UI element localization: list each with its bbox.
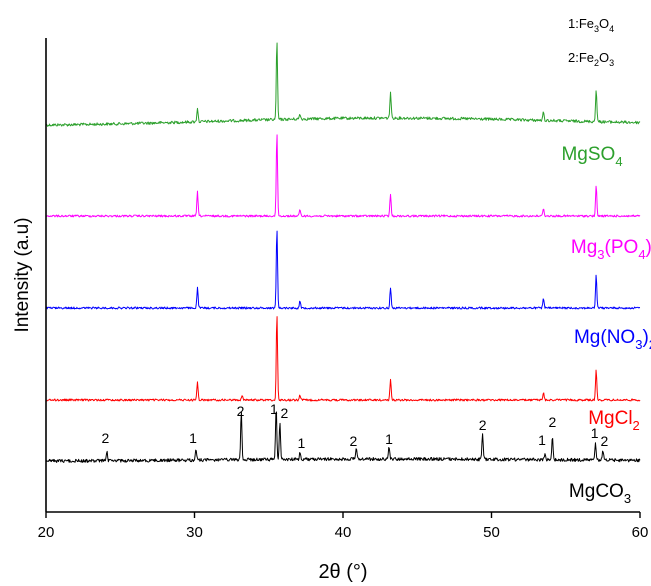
series-label-mg-no3-2-part: 2 xyxy=(649,337,651,352)
legend-entry-fe2o3-part: 2:Fe xyxy=(568,50,594,65)
legend-entry-fe3o4-part: 1:Fe xyxy=(568,16,594,31)
series-line-mgco3 xyxy=(45,411,641,463)
peak-label-12: 2 xyxy=(600,433,608,449)
peak-label-8: 2 xyxy=(479,417,487,433)
series-label-mgso4-part: 4 xyxy=(615,154,622,169)
peak-label-1: 1 xyxy=(189,430,197,446)
series-label-mg-no3-2-part: 3 xyxy=(635,337,642,352)
peak-label-0: 2 xyxy=(102,430,110,446)
series-label-mgso4-part: MgSO xyxy=(561,144,615,165)
x-tick-label-40: 40 xyxy=(335,524,352,541)
x-tick-label-50: 50 xyxy=(483,524,500,541)
x-axis-label: 2θ (°) xyxy=(318,561,367,583)
series-line-mg3-po4-2 xyxy=(45,134,641,218)
legend-entry-fe3o4-part: O xyxy=(599,16,609,31)
series-label-mg3-po4-2-part: 4 xyxy=(638,247,645,262)
axes: 20 30 40 50 60 xyxy=(38,38,649,541)
series-label-mg3-po4-2-part: (PO xyxy=(605,237,639,258)
peak-label-3: 1 xyxy=(270,401,278,417)
peak-label-7: 1 xyxy=(385,431,393,447)
series-label-mg3-po4-2-part: ) xyxy=(646,237,651,258)
series-line-mgso4 xyxy=(45,42,641,127)
x-tick-label-60: 60 xyxy=(632,524,649,541)
legend-entry-fe3o4: 1:Fe3O4 xyxy=(568,16,614,34)
x-tick-label-30: 30 xyxy=(186,524,203,541)
legend-entry-fe3o4-part: 4 xyxy=(609,24,614,34)
series-label-mg-no3-2-part: ) xyxy=(642,327,648,348)
x-tick-label-20: 20 xyxy=(38,524,55,541)
peak-label-5: 1 xyxy=(298,435,306,451)
peak-label-2: 2 xyxy=(237,403,245,419)
series-label-mgso4: MgSO4 xyxy=(561,144,622,169)
legend-entry-fe2o3-part: 3 xyxy=(609,58,614,68)
series-label-mgcl2-part: 2 xyxy=(633,418,640,433)
peak-label-10: 2 xyxy=(548,414,556,430)
series-label-mgco3-part: MgCO xyxy=(569,481,624,502)
series-label-mgcl2: MgCl2 xyxy=(588,408,640,433)
series-label-mgco3: MgCO3 xyxy=(569,481,631,506)
series-line-mg-no3-2 xyxy=(45,230,641,310)
series-label-mg-no3-2: Mg(NO3)2 xyxy=(574,327,651,352)
series-label-mgcl2-part: MgCl xyxy=(588,408,632,429)
peak-label-11: 1 xyxy=(591,425,599,441)
y-axis-label: Intensity (a.u) xyxy=(12,217,33,332)
series-label-mgco3-part: 3 xyxy=(624,491,631,506)
series-line-mgcl2 xyxy=(45,316,641,402)
series-label-mg3-po4-2-part: 3 xyxy=(597,247,604,262)
series-label-mg3-po4-2-part: Mg xyxy=(571,237,597,258)
series-label-mg-no3-2-part: Mg(NO xyxy=(574,327,635,348)
legend-entry-fe2o3-part: 2 xyxy=(594,58,599,68)
legend-entry-fe2o3-part: O xyxy=(599,50,609,65)
legend-entry-fe2o3: 2:Fe2O3 xyxy=(568,50,614,68)
series-label-mg3-po4-2: Mg3(PO4)2 xyxy=(571,237,651,262)
peak-label-4: 2 xyxy=(280,405,288,421)
series-layer xyxy=(45,42,641,463)
peak-label-6: 2 xyxy=(349,433,357,449)
legend-entry-fe3o4-part: 3 xyxy=(594,24,599,34)
x-ticks: 20 30 40 50 60 xyxy=(38,512,649,541)
peak-label-9: 1 xyxy=(538,432,546,448)
